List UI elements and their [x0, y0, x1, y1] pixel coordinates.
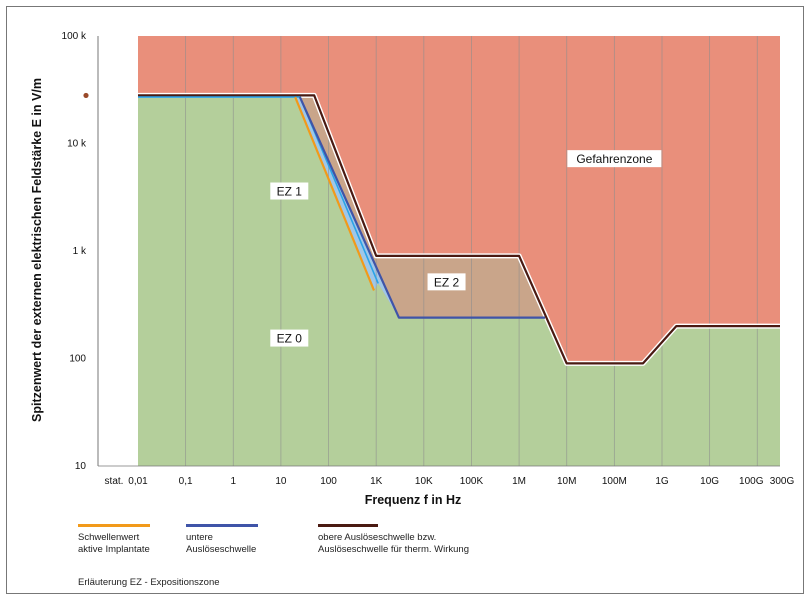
- zone-annotation-box-0: [567, 150, 662, 168]
- legend-implants-line2: aktive Implantate: [78, 544, 150, 555]
- figure-frame: [6, 6, 804, 594]
- y-tick-label-0: 100 k: [62, 31, 87, 42]
- legend-text-implants: Schwellenwert aktive Implantate: [78, 532, 150, 556]
- series-implant-threshold: [294, 96, 376, 291]
- legend-text-upper: obere Auslöseschwelle bzw. Auslöseschwel…: [318, 532, 469, 556]
- zone-annotation-3: EZ 0: [270, 329, 309, 347]
- static-field-marker: [83, 92, 89, 99]
- legend-upper-line2: Auslöseschwelle für therm. Wirkung: [318, 544, 469, 555]
- x-tick-label-5: 100: [320, 476, 337, 487]
- x-tick-label-10: 10M: [557, 476, 576, 487]
- zone-ez2: [299, 95, 545, 318]
- zone-annotation-2: EZ 2: [427, 273, 466, 291]
- legend-upper-line1: obere Auslöseschwelle bzw.: [318, 532, 437, 543]
- x-tick-label-15: 300G: [770, 476, 795, 487]
- x-axis-label: Frequenz f in Hz: [365, 493, 462, 507]
- x-tick-label-13: 10G: [700, 476, 719, 487]
- x-tick-label-3: 1: [230, 476, 236, 487]
- legend-lower-line2: Auslöseschwelle: [186, 544, 257, 555]
- x-tick-label-1: 0,01: [128, 476, 148, 487]
- legend-line-implants: [78, 524, 150, 527]
- x-tick-label-7: 10K: [415, 476, 433, 487]
- legend-line-upper: [318, 524, 378, 527]
- y-tick-label-2: 1 k: [73, 246, 87, 257]
- x-tick-label-4: 10: [275, 476, 287, 487]
- x-tick-label-14: 100G: [739, 476, 764, 487]
- y-tick-label-3: 100: [69, 354, 86, 365]
- zone-annotation-text-2: EZ 2: [434, 275, 460, 289]
- x-tick-label-2: 0,1: [179, 476, 193, 487]
- x-tick-label-6: 1K: [370, 476, 383, 487]
- zone-annotation-1: EZ 1: [270, 182, 309, 200]
- zone-annotation-box-2: [427, 273, 466, 291]
- y-tick-label-4: 10: [75, 461, 87, 472]
- series-upper-threshold: [138, 94, 780, 365]
- zone-annotation-text-1: EZ 1: [277, 185, 303, 199]
- zone-annotation-box-3: [270, 329, 309, 347]
- x-tick-label-0: stat.: [105, 476, 124, 487]
- legend-note: Erläuterung EZ - Expositionszone: [78, 577, 220, 588]
- legend-implants-line1: Schwellenwert: [78, 532, 140, 543]
- x-tick-label-9: 1M: [512, 476, 526, 487]
- legend-lower-line1: untere: [186, 532, 213, 543]
- series-lower-threshold: [298, 96, 545, 319]
- legend-text-lower: untere Auslöseschwelle: [186, 532, 256, 556]
- y-tick-label-1: 10 k: [67, 139, 87, 150]
- legend-line-lower: [186, 524, 258, 527]
- x-tick-label-11: 100M: [602, 476, 627, 487]
- zone-annotation-box-1: [270, 182, 309, 200]
- y-axis-label: Spitzenwert der externen elektrischen Fe…: [30, 78, 44, 422]
- x-tick-label-12: 1G: [655, 476, 669, 487]
- zone-annotation-0: Gefahrenzone: [567, 150, 662, 168]
- zone-annotation-text-0: Gefahrenzone: [576, 152, 652, 166]
- zone-annotation-text-3: EZ 0: [277, 332, 303, 346]
- x-tick-label-8: 100K: [460, 476, 484, 487]
